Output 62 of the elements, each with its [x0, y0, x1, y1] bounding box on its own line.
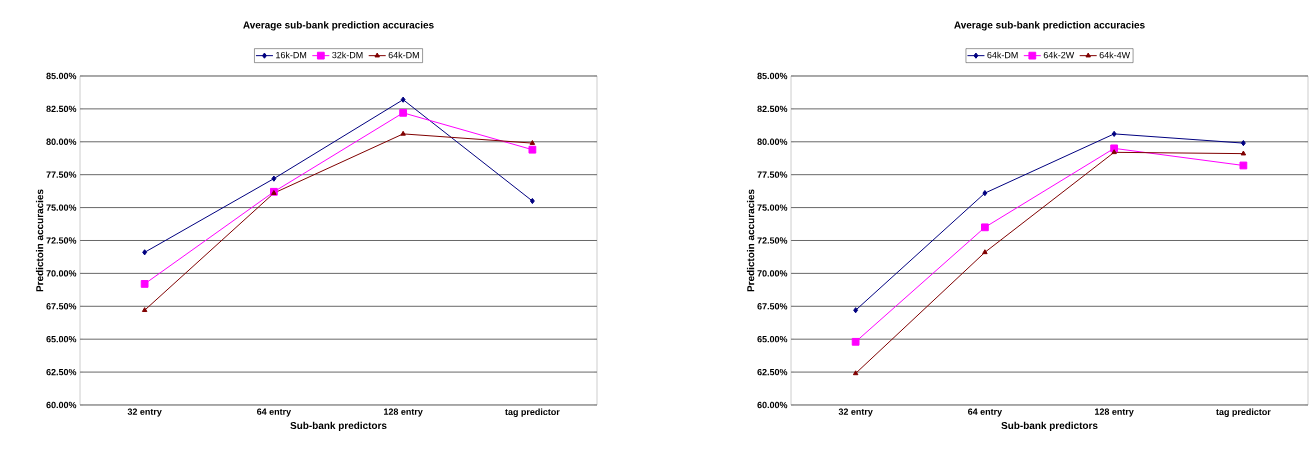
- point: [142, 249, 148, 256]
- x-tick-label: 64 entry: [968, 408, 1003, 417]
- y-tick-label: 70.00%: [757, 270, 788, 277]
- x-tick-label: 32 entry: [838, 408, 873, 417]
- y-tick-label: 77.50%: [46, 171, 77, 178]
- y-tick-label: 65.00%: [757, 336, 788, 343]
- point: [399, 108, 408, 117]
- y-axis-title: Predictoin accuracies: [35, 189, 44, 292]
- chart-title: Average sub-bank prediction accuracies: [954, 21, 1145, 31]
- point: [982, 249, 988, 255]
- legend-label: 32k-DM: [332, 51, 363, 59]
- point: [271, 175, 277, 182]
- point: [1240, 150, 1247, 156]
- y-tick-label: 62.50%: [757, 368, 788, 376]
- point: [852, 370, 859, 376]
- x-tick-label: 64 entry: [257, 408, 292, 417]
- x-tick-label: 128 entry: [1095, 408, 1134, 417]
- y-tick-label: 82.50%: [757, 105, 788, 113]
- point: [141, 307, 148, 313]
- point: [982, 190, 988, 197]
- y-tick-label: 60.00%: [757, 401, 788, 409]
- x-axis-title: Sub-bank predictors: [1001, 421, 1098, 432]
- point: [529, 197, 535, 205]
- y-tick-label: 65.00%: [46, 336, 77, 343]
- point: [529, 140, 536, 145]
- legend-label: 16k-DM: [276, 51, 307, 59]
- point: [400, 96, 406, 103]
- y-tick-label: 72.50%: [46, 237, 77, 244]
- x-tick-label: 128 entry: [384, 408, 423, 417]
- x-tick-label: 32 entry: [127, 408, 162, 417]
- point: [853, 307, 859, 314]
- chart-title: Average sub-bank prediction accuracies: [243, 21, 434, 31]
- y-tick-label: 67.50%: [46, 303, 77, 310]
- point: [528, 145, 537, 154]
- y-tick-label: 72.50%: [757, 237, 788, 244]
- y-tick-label: 75.00%: [757, 204, 788, 211]
- point: [1239, 161, 1248, 170]
- point: [140, 280, 149, 288]
- x-tick-label: tag predictor: [1216, 408, 1271, 417]
- point: [851, 337, 860, 346]
- y-tick-label: 70.00%: [46, 270, 77, 277]
- point: [1240, 140, 1246, 147]
- point: [400, 130, 406, 136]
- legend-label: 64k-4W: [1099, 51, 1131, 59]
- x-tick-label: tag predictor: [505, 408, 560, 417]
- y-axis-title: Predictoin accuracies: [746, 189, 755, 292]
- y-tick-label: 67.50%: [757, 303, 788, 310]
- x-axis-title: Sub-bank predictors: [290, 421, 387, 432]
- legend-label: 64k-DM: [987, 51, 1018, 59]
- y-tick-label: 82.50%: [46, 105, 77, 113]
- y-tick-label: 75.00%: [46, 204, 77, 211]
- point: [1111, 130, 1117, 137]
- y-tick-label: 85.00%: [46, 72, 77, 80]
- y-tick-label: 80.00%: [46, 138, 77, 145]
- legend-label: 64k-DM: [388, 51, 419, 59]
- y-tick-label: 80.00%: [757, 138, 788, 145]
- y-tick-label: 62.50%: [46, 368, 77, 376]
- y-tick-label: 77.50%: [757, 171, 788, 178]
- legend-label: 64k-2W: [1043, 51, 1075, 59]
- y-tick-label: 60.00%: [46, 401, 77, 409]
- y-tick-label: 85.00%: [757, 72, 788, 80]
- point: [981, 223, 989, 232]
